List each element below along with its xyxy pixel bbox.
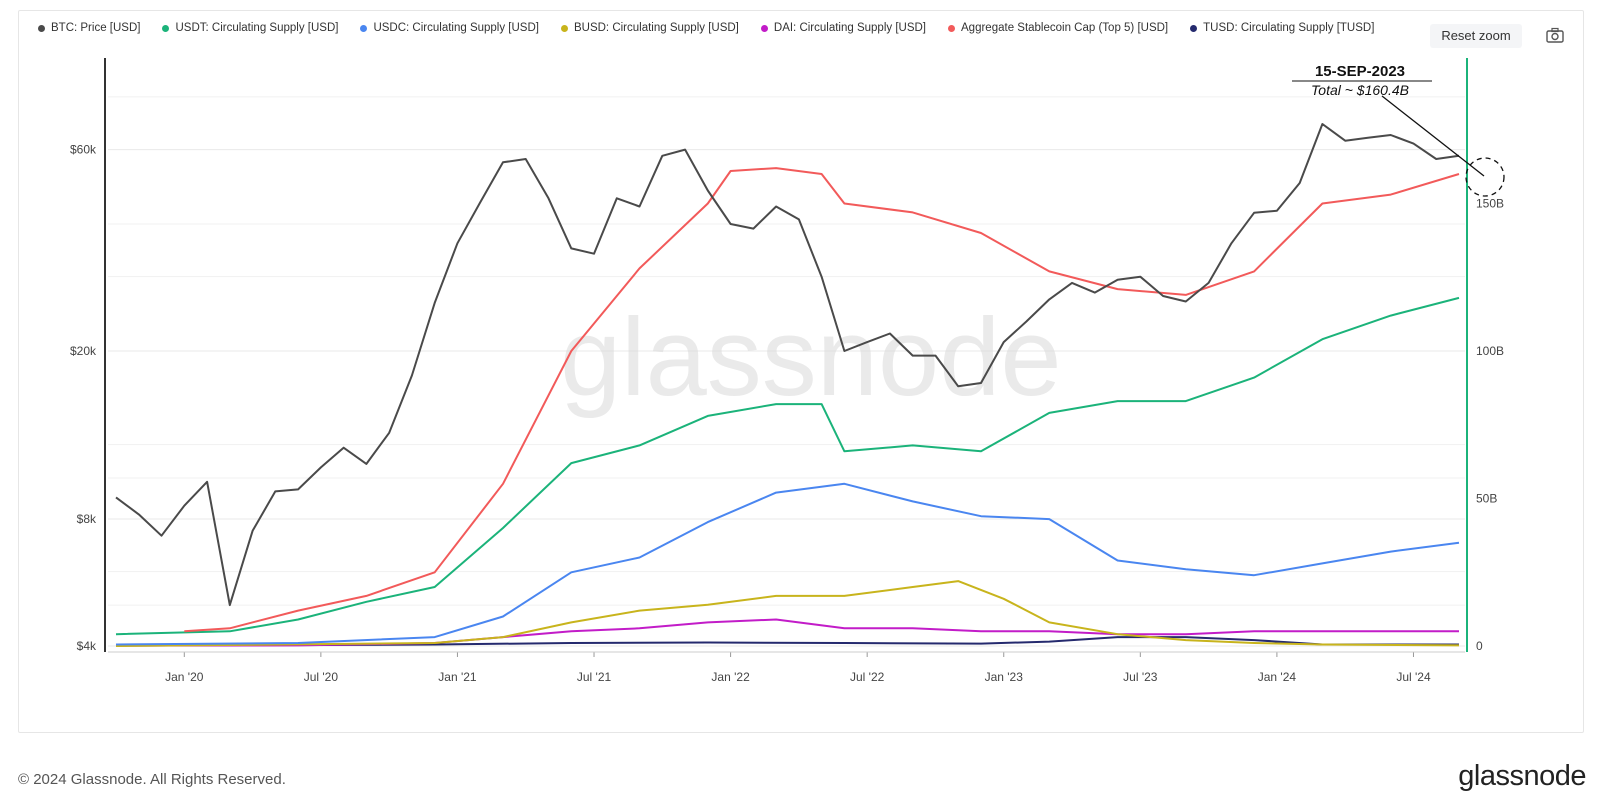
camera-icon[interactable] [1545, 26, 1565, 44]
glassnode-logo: glassnode [1458, 760, 1586, 792]
legend-dot-icon [1190, 24, 1198, 32]
x-tick-label: Jan '20 [165, 670, 204, 684]
series-line-5 [184, 167, 1460, 633]
x-tick-label: Jul '24 [1396, 670, 1431, 684]
legend-item[interactable]: TUSD: Circulating Supply [TUSD] [1190, 22, 1374, 34]
chart-canvas: glassnode $4k $8k $20k $60k 0 50B 100B 150B Jan … [70, 58, 1505, 684]
y-left-tick-label: $60k [70, 143, 97, 157]
legend-item[interactable]: DAI: Circulating Supply [USD] [760, 22, 927, 34]
grid [108, 96, 1465, 647]
x-tick-label: Jul '22 [850, 670, 885, 684]
y-right-tick-label: 50B [1476, 492, 1497, 506]
legend-item[interactable]: USDT: Circulating Supply [USD] [162, 22, 338, 34]
legend-item[interactable]: Aggregate Stablecoin Cap (Top 5) [USD] [948, 22, 1168, 34]
legend-dot-icon [162, 24, 170, 32]
reset-zoom-button[interactable]: Reset zoom [1430, 24, 1522, 48]
annotation-total: Total ~ $160.4B [1311, 82, 1409, 98]
x-tick-label: Jul '21 [577, 670, 612, 684]
x-tick-label: Jan '22 [711, 670, 750, 684]
legend-label: USDT: Circulating Supply [USD] [175, 22, 339, 34]
x-tick-label: Jan '23 [985, 670, 1024, 684]
y-right-tick-label: 0 [1476, 639, 1483, 653]
legend-label: USDC: Circulating Supply [USD] [373, 22, 539, 34]
legend-dot-icon [948, 24, 956, 32]
x-tick-label: Jul '23 [1123, 670, 1158, 684]
y-left-tick-label: $20k [70, 344, 97, 358]
legend-label: BUSD: Circulating Supply [USD] [573, 22, 739, 34]
series-line-0 [115, 123, 1460, 607]
legend-label: BTC: Price [USD] [51, 22, 141, 34]
x-tick-label: Jul '20 [304, 670, 339, 684]
series-line-6 [115, 636, 1459, 647]
annotation-group: 15-SEP-2023 Total ~ $160.4B [1292, 63, 1505, 197]
legend-dot-icon [560, 24, 568, 32]
series-line-3 [115, 580, 1460, 647]
y-right-tick-label: 150B [1476, 197, 1504, 211]
annotation-date: 15-SEP-2023 [1315, 63, 1405, 80]
axes: $4k $8k $20k $60k 0 50B 100B 150B Jan '20 Jul '20… [70, 58, 1504, 684]
chart-frame [18, 10, 1584, 733]
legend-dot-icon [760, 24, 768, 32]
annotation-arrow [1381, 95, 1485, 177]
x-tick-label: Jan '21 [438, 670, 477, 684]
legend-dot-icon [360, 24, 368, 32]
series-group [115, 123, 1460, 647]
watermark: glassnode [560, 296, 1062, 419]
y-left-tick-label: $4k [77, 639, 97, 653]
legend-label: Aggregate Stablecoin Cap (Top 5) [USD] [961, 22, 1169, 34]
series-line-2 [115, 482, 1460, 646]
legend-item[interactable]: BTC: Price [USD] [38, 22, 140, 34]
series-line-1 [115, 296, 1460, 636]
legend-label: DAI: Circulating Supply [USD] [773, 22, 927, 34]
legend-item[interactable]: BUSD: Circulating Supply [USD] [560, 22, 739, 34]
legend-label: TUSD: Circulating Supply [TUSD] [1203, 22, 1375, 34]
y-left-tick-label: $8k [77, 512, 97, 526]
copyright-text: © 2024 Glassnode. All Rights Reserved. [18, 771, 286, 788]
legend: BTC: Price [USD] USDT: Circulating Supply… [38, 22, 1396, 34]
legend-item[interactable]: USDC: Circulating Supply [USD] [360, 22, 539, 34]
annotation-circle [1465, 157, 1505, 197]
y-right-tick-label: 100B [1476, 344, 1504, 358]
legend-dot-icon [38, 24, 45, 32]
x-tick-label: Jan '24 [1258, 670, 1297, 684]
